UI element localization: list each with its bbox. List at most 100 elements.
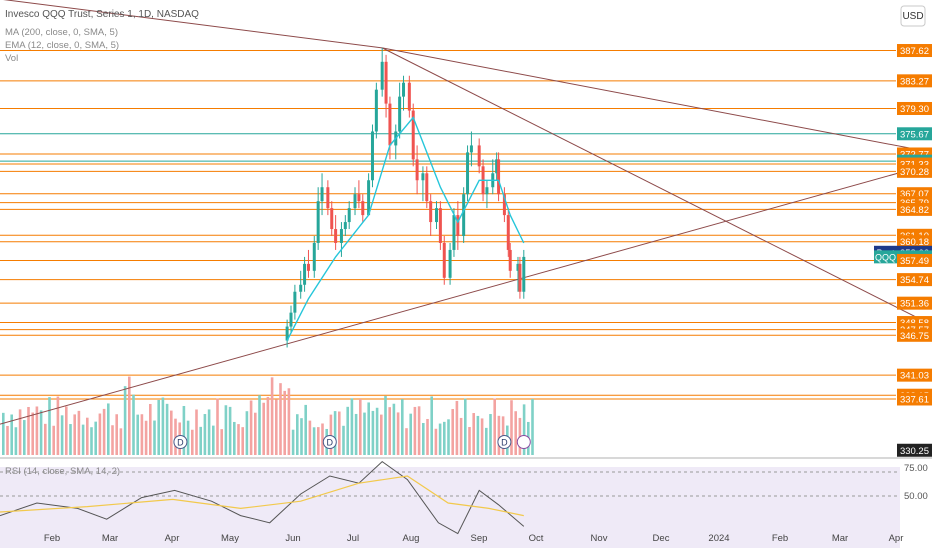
volume-bar bbox=[384, 395, 387, 455]
price-axis-label: 346.75 bbox=[897, 328, 932, 342]
volume-bar bbox=[363, 412, 366, 455]
time-axis-label: Nov bbox=[591, 533, 608, 544]
currency-label[interactable]: USD bbox=[902, 11, 923, 22]
earnings-marker-icon[interactable] bbox=[322, 435, 337, 449]
rsi-label[interactable]: RSI (14, close, SMA, 14, 2) bbox=[5, 466, 120, 477]
symbol-tag-label: QQQ bbox=[875, 252, 896, 262]
volume-bar bbox=[102, 408, 106, 455]
trendline[interactable] bbox=[0, 0, 383, 49]
candle bbox=[438, 201, 442, 250]
volume-bar bbox=[287, 388, 291, 455]
volume-bar bbox=[417, 406, 421, 455]
volume-bar bbox=[10, 414, 13, 455]
price-axis[interactable]: 387.62383.27379.30375.67372.77371.74371.… bbox=[874, 44, 932, 457]
volume-bar bbox=[270, 377, 274, 455]
time-axis-label: Sep bbox=[471, 533, 488, 544]
candle bbox=[425, 166, 429, 209]
volume-bar bbox=[132, 394, 135, 455]
volume-bar bbox=[514, 411, 517, 455]
trendline[interactable] bbox=[0, 161, 932, 425]
earnings-marker-icon[interactable] bbox=[497, 435, 512, 449]
volume-bar bbox=[396, 412, 400, 455]
indicator-ema[interactable]: EMA (12, close, 0, SMA, 5) bbox=[5, 40, 119, 51]
ema-line bbox=[286, 116, 525, 341]
candle bbox=[485, 180, 489, 209]
volume-bar bbox=[304, 404, 307, 455]
candle bbox=[518, 256, 522, 299]
candle bbox=[522, 249, 526, 299]
volume-bar bbox=[451, 409, 454, 455]
volume-bar bbox=[153, 420, 156, 455]
rsi-line bbox=[0, 460, 525, 535]
price-axis-label: 357.49 bbox=[897, 253, 932, 267]
volume-bar bbox=[434, 428, 438, 455]
candle bbox=[303, 256, 307, 292]
time-axis-label: Aug bbox=[403, 533, 420, 544]
earnings-marker-glyph: D bbox=[327, 438, 334, 448]
volume-bar bbox=[380, 414, 383, 455]
volume-bar bbox=[107, 403, 110, 455]
volume-bar bbox=[279, 383, 282, 455]
candle bbox=[456, 201, 460, 250]
volume-bar bbox=[212, 425, 215, 455]
candle bbox=[435, 201, 438, 230]
volume-bar bbox=[14, 427, 18, 455]
candle bbox=[466, 145, 470, 202]
volume-bar bbox=[233, 421, 236, 455]
volume-bar bbox=[531, 398, 534, 455]
volume-bar bbox=[283, 390, 286, 455]
currency-button[interactable] bbox=[900, 5, 926, 27]
price-axis-label: 383.27 bbox=[897, 74, 932, 88]
volume-bar bbox=[56, 396, 60, 455]
candle bbox=[398, 82, 402, 139]
volume-bar bbox=[426, 418, 429, 455]
volume-bar bbox=[489, 414, 492, 455]
indicator-vol[interactable]: Vol bbox=[5, 53, 18, 64]
volume-bar bbox=[18, 409, 22, 455]
indicator-ma[interactable]: MA (200, close, 0, SMA, 5) bbox=[5, 27, 118, 38]
time-axis-label: Jun bbox=[285, 533, 300, 544]
volume-bar bbox=[405, 428, 408, 455]
volume-bar bbox=[165, 403, 169, 455]
volume-bar bbox=[430, 396, 433, 455]
trendlines bbox=[0, 0, 932, 425]
volume-bar bbox=[73, 414, 76, 455]
candle bbox=[330, 201, 334, 236]
price-axis-label: 330.25 bbox=[897, 443, 932, 457]
candle bbox=[411, 103, 415, 167]
volume-bar bbox=[77, 410, 81, 455]
trendline[interactable] bbox=[382, 47, 932, 154]
candle bbox=[469, 131, 473, 167]
volume-bar bbox=[216, 398, 219, 455]
volume-bar bbox=[522, 404, 526, 455]
candle bbox=[374, 82, 378, 139]
earnings-marker-icon[interactable] bbox=[173, 435, 188, 449]
split-marker-icon[interactable] bbox=[516, 435, 531, 449]
chart-title: Invesco QQQ Trust, Series 1, 1D, NASDAQ bbox=[5, 9, 199, 20]
volume-bar bbox=[371, 410, 375, 455]
volume-bar bbox=[237, 424, 240, 455]
volume-bar bbox=[128, 376, 131, 455]
time-axis-label: Oct bbox=[529, 533, 544, 544]
volume-bar bbox=[245, 411, 249, 455]
candle bbox=[316, 187, 320, 250]
volume-bar bbox=[207, 409, 211, 455]
volume-bar bbox=[48, 397, 51, 455]
candle bbox=[402, 75, 406, 111]
volume-bar bbox=[459, 417, 463, 455]
volume-bar bbox=[262, 402, 265, 455]
volume-bar bbox=[182, 405, 186, 455]
svg-text:379.30: 379.30 bbox=[900, 104, 929, 115]
time-axis[interactable]: Feb Mar Apr May Jun Jul Aug Sep Oct Nov Dec 2024 Feb… bbox=[44, 533, 904, 544]
volume-bar bbox=[443, 421, 446, 455]
trendline[interactable] bbox=[381, 47, 932, 330]
volume-bar bbox=[157, 399, 160, 455]
svg-text:360.18: 360.18 bbox=[900, 237, 929, 248]
candle bbox=[407, 75, 411, 118]
candle bbox=[462, 187, 466, 243]
volume-bar bbox=[464, 398, 467, 455]
svg-text:346.75: 346.75 bbox=[900, 331, 929, 342]
candle bbox=[357, 180, 361, 209]
